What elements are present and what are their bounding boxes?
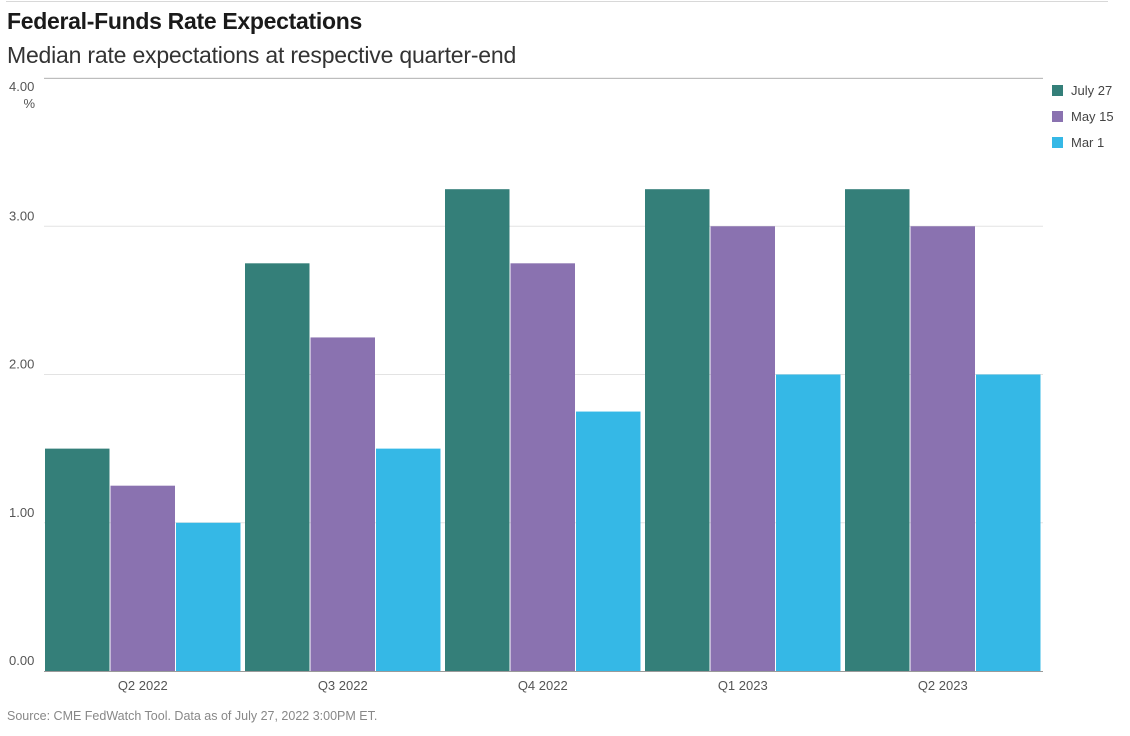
x-tick-label: Q1 2023 (718, 678, 768, 693)
y-unit-label: % (23, 96, 35, 111)
bar (845, 189, 910, 671)
chart-legend: July 27 May 15 Mar 1 (1052, 77, 1114, 155)
bar (245, 263, 310, 671)
y-tick-label: 2.00 (9, 357, 34, 372)
y-tick-label: 1.00 (9, 505, 34, 520)
source-note: Source: CME FedWatch Tool. Data as of Ju… (7, 709, 378, 723)
top-rule (6, 1, 1108, 2)
legend-label: Mar 1 (1071, 134, 1105, 150)
bar (45, 448, 110, 671)
x-tick-label: Q3 2022 (318, 678, 368, 693)
bar (510, 263, 575, 671)
x-tick-label: Q2 2022 (118, 678, 168, 693)
legend-swatch (1052, 136, 1063, 148)
legend-swatch (1052, 110, 1063, 122)
y-tick-label: 4.00 (9, 79, 34, 94)
bar (710, 226, 775, 671)
chart-title: Federal-Funds Rate Expectations (7, 8, 362, 34)
bar (376, 448, 441, 671)
legend-label: May 15 (1071, 108, 1114, 124)
bar (776, 374, 841, 671)
bar (645, 189, 710, 671)
bar (176, 522, 241, 671)
y-tick-label: 0.00 (9, 653, 34, 668)
x-tick-label: Q2 2023 (918, 678, 968, 693)
legend-swatch (1052, 84, 1063, 96)
bar-chart: 0.00 1.00 2.00 3.00 4.00% Q2 2022 Q3 2022 Q4 20… (9, 77, 1043, 693)
legend-label: July 27 (1071, 82, 1113, 98)
chart-subtitle: Median rate expectations at respective q… (7, 42, 517, 68)
legend-item: May 15 (1052, 103, 1114, 129)
legend-item: July 27 (1052, 77, 1114, 103)
bar (110, 485, 175, 671)
x-tick-label: Q4 2022 (518, 678, 568, 693)
bar (310, 337, 375, 671)
legend-item: Mar 1 (1052, 129, 1114, 155)
bar (445, 189, 510, 671)
bar (576, 411, 641, 671)
bar (910, 226, 975, 671)
y-tick-label: 3.00 (9, 208, 34, 223)
bar (976, 374, 1041, 671)
